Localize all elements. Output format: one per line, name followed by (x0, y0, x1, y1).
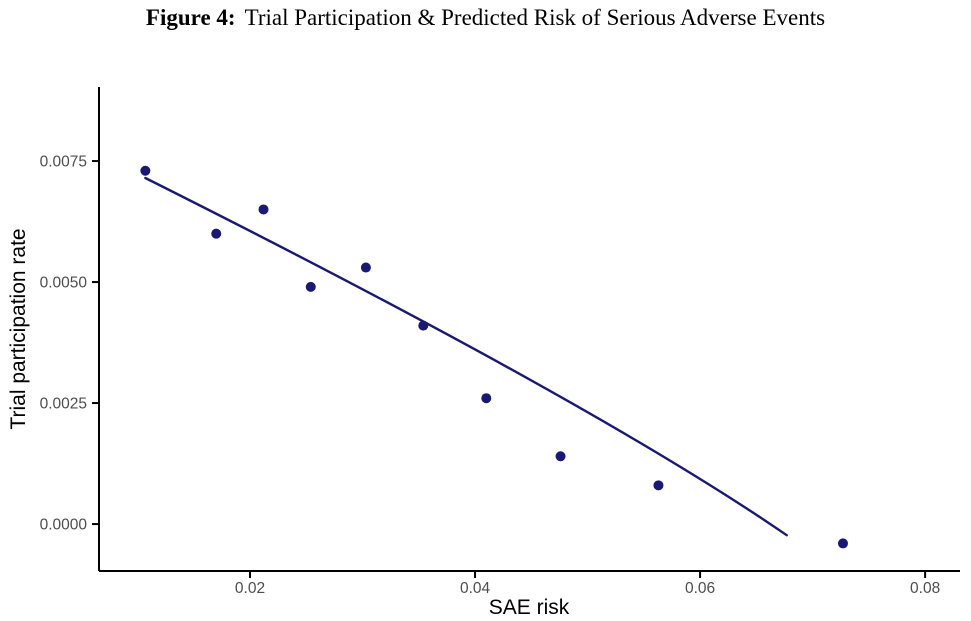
figure-caption: Figure 4: Trial Participation & Predicted… (0, 0, 971, 31)
data-points-layer (140, 165, 848, 549)
data-point (140, 165, 151, 176)
x-axis-title: SAE risk (489, 596, 570, 619)
data-point (481, 393, 492, 404)
data-point (305, 281, 316, 292)
fit-line-layer (144, 176, 788, 537)
data-point (653, 480, 664, 491)
x-tick-label: 0.02 (235, 580, 265, 597)
y-tick-label: 0.0075 (40, 154, 87, 171)
data-point (360, 262, 371, 273)
figure-caption-text: Trial Participation & Predicted Risk of … (244, 5, 826, 30)
x-tick-label: 0.04 (460, 580, 491, 597)
y-axis-title: Trial participation rate (7, 228, 30, 429)
y-tick-label: 0.0050 (40, 275, 88, 292)
y-tick-label: 0.0025 (40, 396, 87, 413)
data-point (258, 204, 269, 215)
tick-marks (92, 160, 927, 578)
fit-line (144, 176, 788, 537)
axes (98, 87, 960, 572)
y-tick-label: 0.0000 (40, 517, 88, 534)
x-tick-label: 0.06 (685, 580, 715, 597)
x-tick-label: 0.08 (910, 580, 940, 597)
tick-labels: 0.02 0.04 0.06 0.08 0.0000 0.0025 0.0050 0.0075 (40, 154, 941, 597)
data-point (555, 451, 566, 462)
data-point (837, 538, 848, 549)
data-point (418, 320, 429, 331)
figure-caption-label: Figure 4: (145, 5, 236, 30)
data-point (211, 228, 222, 239)
